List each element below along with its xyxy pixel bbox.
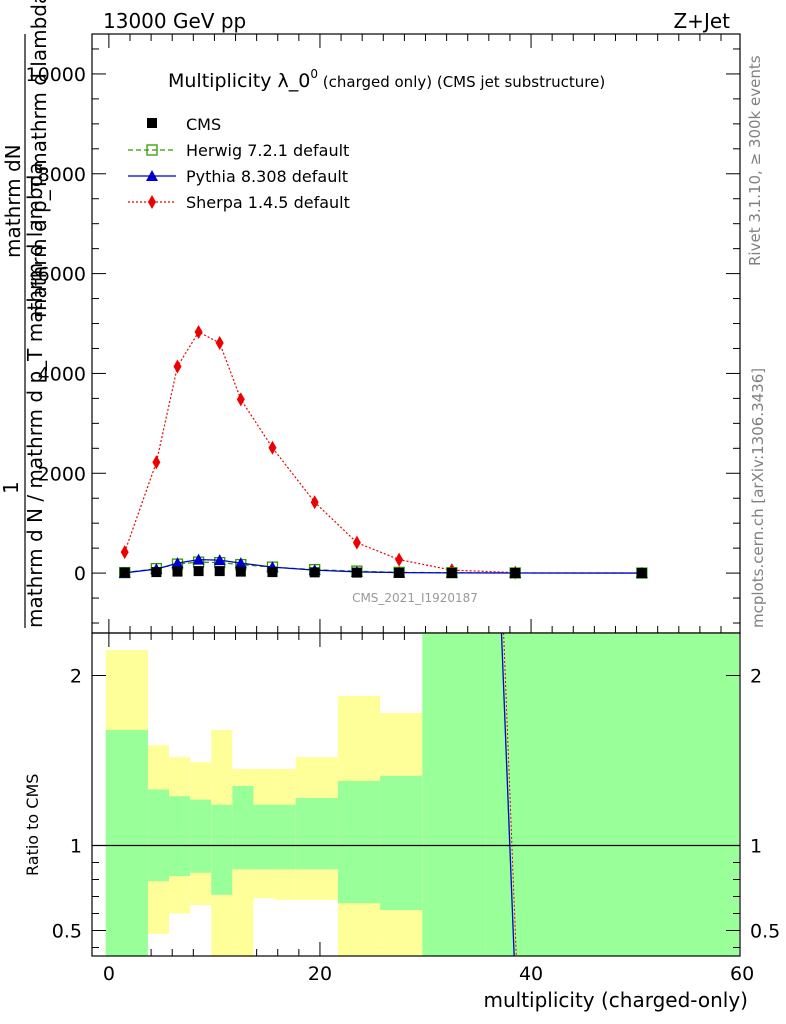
plot-title: Multiplicity λ_00 (charged only) (CMS je… bbox=[168, 67, 605, 92]
ratio-y-tick-label: 0.5 bbox=[52, 921, 82, 943]
ratio-band-green bbox=[190, 799, 212, 873]
data-point-cms bbox=[214, 566, 225, 577]
data-point-cms bbox=[235, 566, 246, 577]
watermark: CMS_2021_I1920187 bbox=[352, 591, 478, 605]
plot-title-suffix: (charged only) (CMS jet substructure) bbox=[318, 73, 605, 91]
data-point-cms bbox=[172, 566, 183, 577]
plot-title-sup: 0 bbox=[310, 67, 318, 81]
legend-label-pythia: Pythia 8.308 default bbox=[186, 167, 348, 186]
ratio-band-green bbox=[105, 729, 148, 956]
ratio-y-tick-label: 2 bbox=[70, 666, 82, 688]
data-point-sherpa bbox=[395, 552, 404, 567]
legend-label-cms: CMS bbox=[186, 115, 221, 134]
ratio-band-green bbox=[169, 796, 191, 877]
ratio-band-green bbox=[232, 786, 254, 870]
y-tick-label: 10000 bbox=[26, 64, 86, 86]
x-tick-label: 40 bbox=[519, 963, 543, 985]
y-axis-label-top: mathrm dN bbox=[1, 144, 25, 258]
ratio-y-label: Ratio to CMS bbox=[23, 774, 42, 876]
header-energy: 13000 GeV pp bbox=[103, 9, 246, 33]
ratio-plot: 0 20 40 60 0.5 0.5 1 1 2 2 bbox=[52, 632, 780, 985]
side-label-mcplots: mcplots.cern.ch [arXiv:1306.3436] bbox=[749, 368, 767, 628]
data-point-pythia bbox=[192, 553, 205, 565]
data-point-cms bbox=[151, 567, 162, 578]
y-tick-label: 2000 bbox=[38, 463, 86, 485]
ratio-y-tick-label-right: 2 bbox=[750, 666, 762, 688]
legend-marker-herwig bbox=[146, 144, 158, 156]
ratio-band-green bbox=[274, 804, 296, 870]
ratio-line-sherpa bbox=[503, 632, 517, 957]
data-point-sherpa bbox=[236, 392, 245, 407]
data-point-cms bbox=[446, 567, 457, 578]
y-tick-label: 4000 bbox=[38, 363, 86, 385]
y-axis-label-bottom: mathrm d N / mathrm d p_T mathrm d lambd… bbox=[23, 162, 47, 628]
ratio-frame bbox=[91, 632, 741, 957]
header-process: Z+Jet bbox=[673, 9, 730, 33]
ratio-band-green bbox=[422, 633, 486, 956]
side-label-rivet: Rivet 3.1.10, ≥ 300k events bbox=[746, 55, 764, 266]
data-point-sherpa bbox=[173, 359, 182, 374]
data-point-cms bbox=[193, 566, 204, 577]
ratio-band-green bbox=[380, 775, 423, 911]
data-point-pythia bbox=[171, 557, 184, 569]
x-tick-label: 60 bbox=[730, 963, 754, 985]
data-point-pythia bbox=[213, 554, 226, 566]
ratio-y-tick-label-right: 1 bbox=[750, 836, 762, 858]
x-axis-label: multiplicity (charged-only) bbox=[483, 988, 748, 1012]
legend-marker-sherpa bbox=[148, 195, 156, 209]
legend-label-herwig: Herwig 7.2.1 default bbox=[186, 141, 349, 160]
legend-marker-pythia bbox=[146, 170, 158, 181]
legend-marker-cms bbox=[147, 118, 157, 128]
data-point-sherpa bbox=[215, 335, 224, 350]
data-point-sherpa bbox=[268, 440, 277, 455]
data-point-cms bbox=[267, 567, 278, 578]
y-axis-label-one: 1 bbox=[0, 481, 23, 494]
data-point-cms bbox=[119, 567, 130, 578]
data-point-cms bbox=[309, 567, 320, 578]
ratio-band-green bbox=[211, 804, 233, 895]
data-point-cms bbox=[510, 568, 521, 579]
x-tick-label: 0 bbox=[103, 963, 115, 985]
data-point-cms bbox=[394, 567, 405, 578]
y-tick-label: 6000 bbox=[38, 264, 86, 286]
data-point-pythia bbox=[234, 557, 247, 569]
ratio-band-green bbox=[147, 789, 170, 882]
ratio-y-tick-label-right: 0.5 bbox=[750, 921, 780, 943]
data-point-cms bbox=[351, 567, 362, 578]
ratio-band-green bbox=[485, 633, 739, 956]
ratio-y-tick-label: 1 bbox=[70, 836, 82, 858]
data-point-sherpa bbox=[120, 545, 129, 560]
data-point-sherpa bbox=[194, 325, 203, 340]
ratio-line-pythia bbox=[500, 632, 515, 957]
data-point-sherpa bbox=[152, 455, 161, 470]
y-axis-label-top2: mathrm d p_T mathrm d lambda bbox=[27, 0, 51, 318]
data-point-sherpa bbox=[352, 535, 361, 550]
y-tick-label: 8000 bbox=[38, 164, 86, 186]
plot-title-main: Multiplicity λ_0 bbox=[168, 70, 310, 92]
ratio-band-green bbox=[337, 780, 381, 904]
data-point-cms bbox=[636, 568, 647, 579]
data-point-sherpa bbox=[310, 495, 319, 510]
ratio-band-green bbox=[253, 804, 275, 870]
series-line-sherpa bbox=[124, 331, 516, 574]
legend: CMS Herwig 7.2.1 default Pythia 8.308 de… bbox=[128, 115, 350, 212]
ratio-band-green bbox=[295, 797, 338, 870]
y-tick-label: 0 bbox=[74, 563, 86, 585]
legend-label-sherpa: Sherpa 1.4.5 default bbox=[186, 193, 350, 212]
x-tick-label: 20 bbox=[308, 963, 332, 985]
